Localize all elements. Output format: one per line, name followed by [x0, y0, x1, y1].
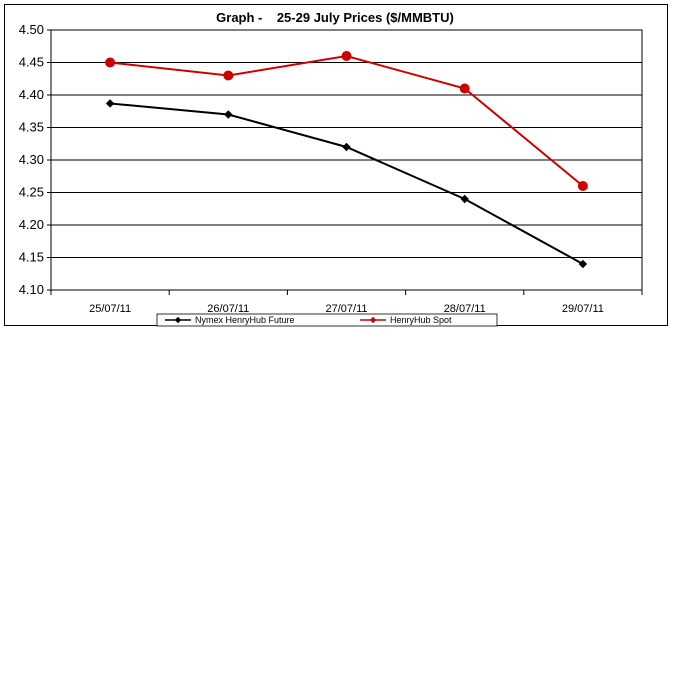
grid-lines: [50, 29, 643, 291]
y-tick-label: 4.15: [19, 250, 44, 265]
series-layer: [105, 51, 588, 269]
x-tick-label: 29/07/11: [562, 303, 604, 315]
data-point: [224, 110, 233, 119]
data-point: [577, 181, 588, 191]
data-point: [460, 194, 469, 204]
y-tick-label: 4.20: [19, 217, 44, 232]
y-tick-label: 4.35: [19, 120, 44, 135]
data-point: [342, 142, 351, 152]
legend-box: [156, 313, 498, 327]
y-tick-label: 4.45: [19, 55, 44, 70]
line-chart: Graph - 25-29 July Prices ($/MMBTU) 4.10…: [19, 10, 643, 327]
series-line: [109, 54, 584, 187]
legend: Nymex HenryHub Future HenryHub Spot: [156, 313, 498, 327]
chart-frame: Graph - 25-29 July Prices ($/MMBTU) 4.10…: [4, 4, 668, 327]
y-tick-label: 4.50: [19, 22, 44, 37]
x-tick-label: 28/07/11: [444, 303, 486, 315]
legend-entry: HenryHub Spot: [360, 315, 452, 325]
y-tick-label: 4.30: [19, 152, 44, 167]
x-axis: 25/07/11 26/07/11 27/07/11 28/07/11 29/07/11: [50, 290, 643, 315]
legend-entry: Nymex HenryHub Future: [165, 315, 295, 325]
x-tick-label: 25/07/11: [89, 303, 131, 315]
data-point: [578, 259, 588, 269]
series-0: [105, 99, 588, 269]
legend-swatch-marker: [174, 316, 182, 324]
legend-swatch-marker: [369, 316, 377, 324]
legend-label: HenryHub Spot: [390, 315, 452, 325]
chart-title: Graph - 25-29 July Prices ($/MMBTU): [216, 10, 454, 25]
y-tick-label: 4.25: [19, 185, 44, 200]
data-point: [105, 57, 116, 68]
series-1: [105, 51, 588, 191]
y-tick-label: 4.10: [19, 282, 44, 297]
legend-label: Nymex HenryHub Future: [195, 315, 295, 325]
x-tick-label: 26/07/11: [207, 303, 249, 315]
y-tick-label: 4.40: [19, 87, 44, 102]
data-point: [105, 99, 115, 108]
data-point: [459, 83, 470, 94]
data-point: [341, 51, 352, 61]
x-tick-label: 27/07/11: [325, 303, 367, 315]
y-axis: 4.10 4.15 4.20 4.25 4.30 4.35 4.40 4.45 4.50: [19, 22, 51, 297]
data-point: [223, 70, 234, 81]
